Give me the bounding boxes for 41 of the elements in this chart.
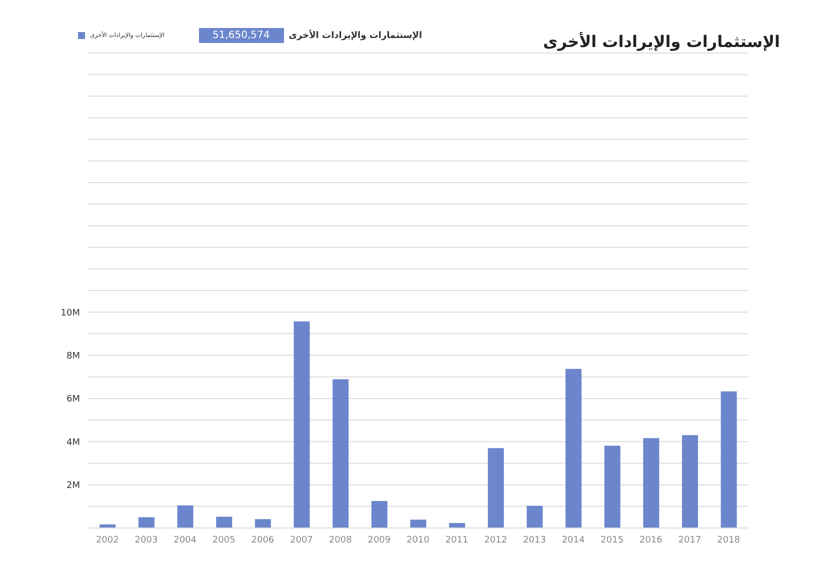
bar (332, 379, 349, 528)
bar (526, 506, 543, 528)
y-tick-label: 10M (60, 308, 80, 318)
x-tick-label: 2007 (290, 535, 313, 546)
x-tick-label: 2014 (562, 535, 586, 546)
bar (216, 516, 232, 528)
bar (566, 368, 582, 528)
bar (449, 523, 466, 528)
bar (138, 517, 154, 528)
x-tick-label: 2012 (484, 535, 508, 546)
bar (410, 520, 426, 528)
x-tick-label: 2013 (523, 535, 546, 546)
bar (371, 501, 388, 528)
x-tick-label: 2018 (717, 535, 740, 546)
bar (720, 391, 737, 528)
x-tick-label: 2008 (328, 535, 352, 546)
chart-title: الإستثمارات والإيرادات الأخرى (543, 32, 780, 51)
x-tick-label: 2003 (134, 535, 158, 546)
y-tick-label: 8M (66, 351, 80, 362)
y-tick-label: 2M (66, 481, 80, 492)
bar (682, 435, 698, 528)
bar (294, 321, 310, 528)
bar (604, 446, 620, 528)
bar (488, 448, 504, 528)
x-tick-label: 2015 (600, 535, 624, 546)
x-tick-label: 2002 (96, 535, 119, 546)
y-tick-label: 4M (66, 438, 80, 448)
x-tick-label: 2006 (251, 535, 274, 546)
x-tick-label: 2016 (639, 535, 663, 546)
x-tick-label: 2004 (174, 535, 197, 546)
x-tick-label: 2010 (406, 535, 430, 546)
x-tick-label: 2011 (445, 535, 468, 546)
text: 51,650,574 (198, 28, 284, 43)
bar (643, 438, 660, 528)
text: الإستثمارات والإيرادات الأخرى (288, 30, 422, 40)
x-tick-label: 2005 (212, 535, 236, 546)
bar (177, 505, 194, 528)
x-tick-label: 2017 (678, 535, 702, 546)
y-tick-label: 6M (66, 394, 80, 405)
bar (254, 519, 271, 528)
x-tick-label: 2009 (368, 535, 391, 546)
